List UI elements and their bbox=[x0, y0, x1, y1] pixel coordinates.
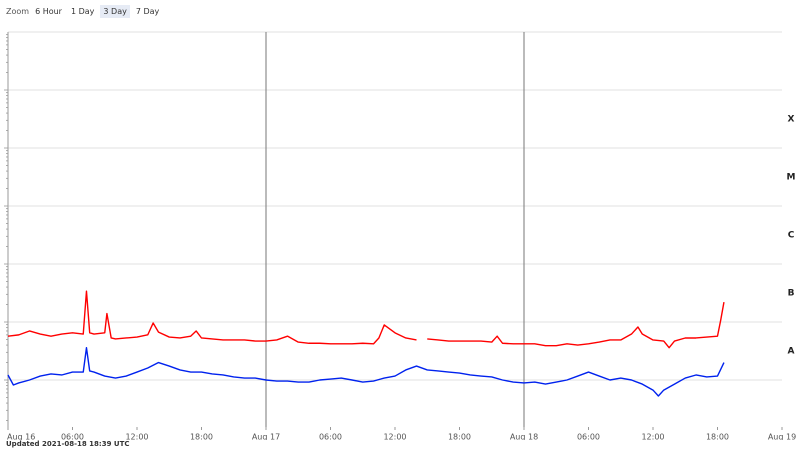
zoom-bar: Zoom 6 Hour 1 Day 3 Day 7 Day bbox=[6, 5, 162, 18]
x-tick-label: 18:00 bbox=[190, 433, 213, 441]
zoom-button[interactable]: 1 Day bbox=[70, 7, 95, 16]
chart: A B C M X Aug 16 06:00 12:00 18:00 Aug 17 06:00 12:… bbox=[4, 31, 796, 441]
zoom-button[interactable]: 6 Hour bbox=[35, 7, 62, 16]
class-label: M bbox=[787, 173, 796, 183]
x-tick-label: 12:00 bbox=[383, 433, 406, 441]
x-tick-label: Aug 16 bbox=[7, 433, 35, 441]
x-tick-label: 06:00 bbox=[577, 433, 600, 441]
class-label: A bbox=[788, 347, 795, 357]
x-tick-label: 12:00 bbox=[641, 433, 664, 441]
x-tick-label: 12:00 bbox=[125, 433, 148, 441]
x-tick-label: Aug 19 bbox=[768, 433, 796, 441]
x-tick-label: Aug 17 bbox=[252, 433, 280, 441]
class-label: X bbox=[788, 115, 795, 125]
zoom-label: Zoom bbox=[6, 7, 30, 16]
flux-line bbox=[427, 302, 725, 349]
x-tick-label: 18:00 bbox=[448, 433, 471, 441]
x-tick-label: Aug 18 bbox=[510, 433, 538, 441]
zoom-button[interactable]: 7 Day bbox=[135, 7, 160, 16]
class-label: B bbox=[788, 289, 795, 299]
class-label: C bbox=[788, 231, 795, 241]
zoom-button[interactable]: 3 Day bbox=[100, 5, 130, 18]
updated-note: Updated 2021-08-18 18:39 UTC bbox=[6, 440, 130, 448]
flux-line bbox=[7, 347, 725, 397]
x-tick-label: 06:00 bbox=[319, 433, 342, 441]
x-tick-label: 18:00 bbox=[706, 433, 729, 441]
flux-line bbox=[7, 290, 417, 345]
x-tick-label: 06:00 bbox=[61, 433, 84, 441]
